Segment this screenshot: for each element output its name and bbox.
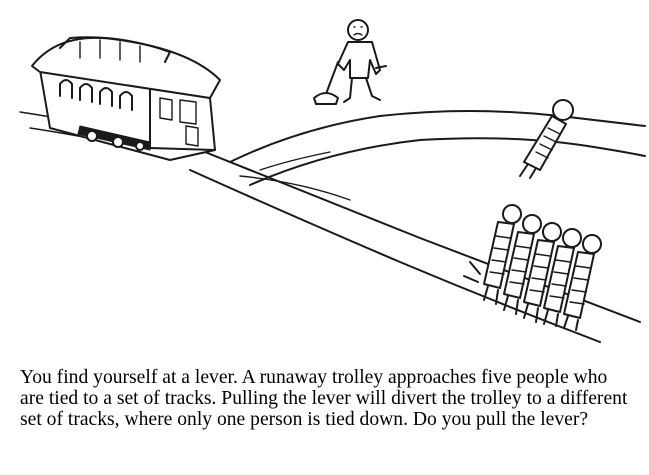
lever-operator bbox=[337, 19, 387, 103]
five-people-on-lower-track bbox=[463, 204, 602, 331]
person-4 bbox=[543, 228, 582, 327]
tracks bbox=[19, 110, 646, 343]
person-1 bbox=[483, 204, 522, 305]
rope-marks bbox=[463, 261, 481, 283]
person-3 bbox=[523, 222, 562, 323]
lever bbox=[313, 61, 339, 105]
trolley bbox=[31, 36, 221, 161]
person-5 bbox=[563, 234, 602, 331]
person-2 bbox=[503, 214, 542, 315]
trolley-problem-illustration bbox=[19, 19, 646, 343]
one-person-on-upper-track bbox=[519, 99, 574, 179]
trolley-problem-caption: You find yourself at a lever. A runaway … bbox=[20, 367, 628, 430]
